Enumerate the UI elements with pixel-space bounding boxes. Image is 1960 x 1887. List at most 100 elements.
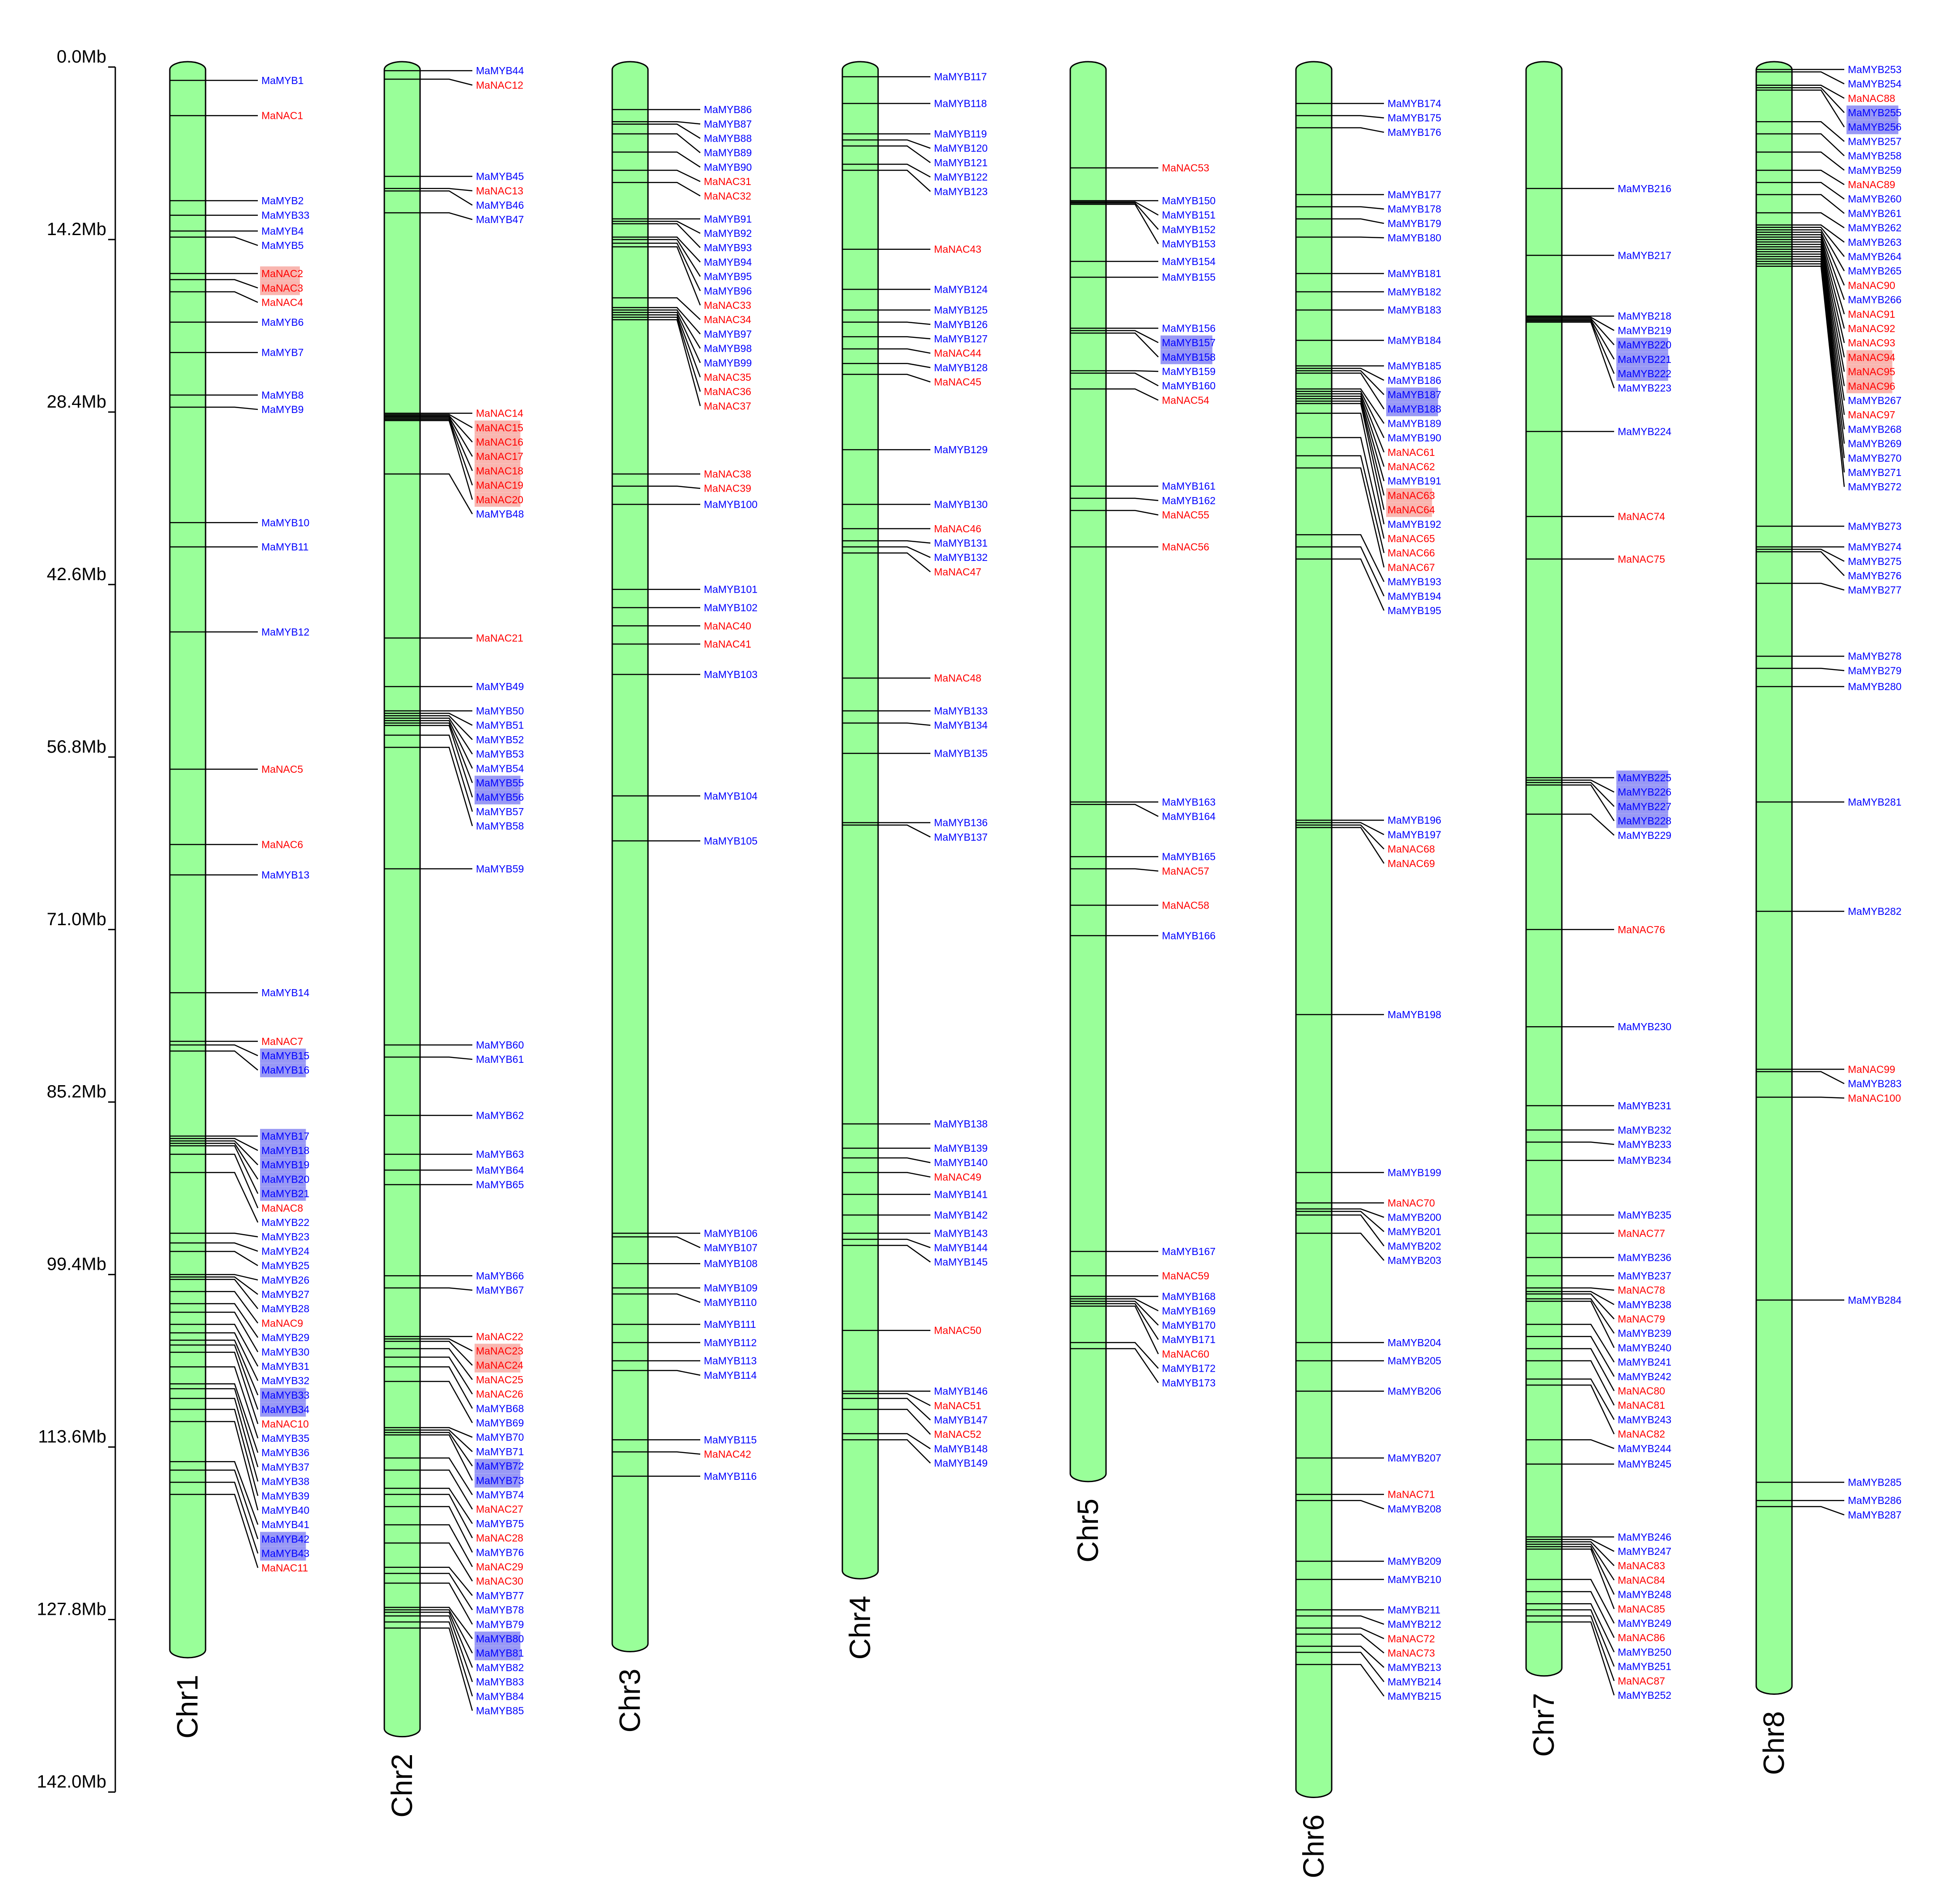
nac-gene-label: MaNAC93 — [1848, 337, 1895, 349]
nac-gene-label: MaNAC84 — [1618, 1574, 1665, 1586]
myb-gene-label: MaMYB43 — [261, 1548, 309, 1559]
axis-tick-label: 14.2Mb — [47, 219, 106, 239]
gene-connector — [1562, 1621, 1615, 1696]
gene-connector — [878, 1157, 931, 1163]
nac-gene-label: MaNAC16 — [476, 436, 523, 448]
gene-connector — [1562, 1141, 1615, 1145]
axis-tick-label: 99.4Mb — [47, 1255, 106, 1274]
myb-gene-label: MaMYB68 — [476, 1403, 524, 1414]
myb-gene-label: MaMYB27 — [261, 1289, 309, 1300]
nac-gene-label: MaNAC35 — [704, 371, 751, 383]
gene-connector — [648, 239, 701, 277]
myb-gene-label: MaMYB168 — [1162, 1291, 1216, 1302]
nac-gene-label: MaNAC19 — [476, 480, 523, 491]
gene-connector — [648, 242, 701, 291]
myb-gene-label: MaMYB158 — [1162, 351, 1216, 363]
gene-connector — [648, 123, 701, 139]
gene-connector — [1562, 1360, 1615, 1406]
myb-gene-label: MaMYB254 — [1848, 78, 1901, 90]
myb-gene-label: MaMYB161 — [1162, 480, 1216, 492]
gene-connector — [1332, 822, 1384, 835]
myb-gene-label: MaMYB1 — [261, 75, 304, 86]
myb-gene-label: MaMYB98 — [704, 343, 752, 354]
gene-connector — [1332, 455, 1385, 553]
myb-gene-label: MaMYB95 — [704, 271, 752, 282]
gene-connector — [1562, 1323, 1615, 1363]
myb-gene-label: MaMYB110 — [704, 1297, 757, 1308]
gene-highlight — [1616, 352, 1668, 366]
nac-gene-label: MaNAC69 — [1388, 858, 1435, 869]
myb-gene-label: MaMYB172 — [1162, 1363, 1216, 1374]
myb-gene-label: MaMYB235 — [1618, 1209, 1671, 1221]
myb-gene-label: MaMYB6 — [261, 316, 304, 328]
nac-gene-label: MaNAC25 — [476, 1374, 523, 1386]
nac-gene-label: MaNAC61 — [1388, 446, 1435, 458]
myb-gene-label: MaMYB186 — [1388, 375, 1441, 386]
gene-connector — [648, 319, 701, 406]
gene-connector — [420, 1470, 473, 1510]
myb-gene-label: MaMYB195 — [1388, 605, 1441, 616]
gene-connector — [420, 415, 473, 442]
myb-gene-label: MaMYB216 — [1618, 183, 1671, 194]
myb-gene-label: MaMYB50 — [476, 705, 524, 717]
myb-gene-label: MaMYB66 — [476, 1270, 524, 1281]
nac-gene-label: MaNAC97 — [1848, 409, 1895, 421]
nac-gene-label: MaNAC20 — [476, 494, 523, 505]
axis-tick-label: 127.8Mb — [37, 1600, 106, 1619]
myb-gene-label: MaMYB202 — [1388, 1240, 1441, 1252]
myb-gene-label: MaMYB58 — [476, 820, 524, 832]
myb-gene-label: MaMYB129 — [934, 444, 988, 455]
myb-gene-label: MaMYB176 — [1388, 126, 1441, 138]
gene-connector — [878, 164, 931, 178]
myb-gene-label: MaMYB93 — [704, 242, 752, 253]
nac-gene-label: MaNAC67 — [1388, 561, 1435, 573]
gene-highlight — [260, 1402, 306, 1417]
gene-connector — [1792, 265, 1845, 487]
myb-gene-label: MaMYB246 — [1618, 1531, 1671, 1543]
myb-gene-label: MaMYB138 — [934, 1118, 988, 1130]
gene-connector — [420, 1381, 473, 1424]
nac-gene-label: MaNAC44 — [934, 347, 981, 359]
gene-connector — [878, 722, 931, 726]
gene-connector — [206, 1251, 258, 1266]
gene-highlight — [475, 463, 521, 478]
myb-gene-label: MaMYB70 — [476, 1432, 524, 1443]
gene-connector — [206, 1388, 259, 1467]
gene-connector — [1332, 1664, 1385, 1697]
gene-connector — [1562, 1298, 1615, 1334]
myb-gene-label: MaMYB225 — [1618, 772, 1671, 783]
myb-gene-label: MaMYB33 — [261, 210, 309, 221]
myb-gene-label: MaMYB268 — [1848, 423, 1901, 435]
chromosome-bar — [169, 61, 206, 1659]
myb-gene-label: MaMYB255 — [1848, 107, 1901, 118]
gene-connector — [1562, 1293, 1615, 1319]
myb-gene-label: MaMYB128 — [934, 362, 988, 373]
myb-gene-label: MaMYB260 — [1848, 193, 1901, 205]
myb-gene-label: MaMYB71 — [476, 1446, 524, 1457]
nac-gene-label: MaNAC30 — [476, 1575, 523, 1587]
myb-gene-label: MaMYB118 — [934, 98, 987, 110]
myb-gene-label: MaMYB223 — [1618, 382, 1671, 394]
myb-gene-label: MaMYB83 — [476, 1676, 524, 1688]
nac-gene-label: MaNAC11 — [261, 1562, 308, 1574]
gene-connector — [1792, 258, 1845, 444]
myb-gene-label: MaMYB234 — [1618, 1154, 1671, 1166]
myb-gene-label: MaMYB157 — [1162, 337, 1216, 349]
nac-gene-label: MaNAC7 — [261, 1036, 303, 1047]
myb-gene-label: MaMYB227 — [1618, 800, 1671, 812]
gene-connector — [648, 121, 701, 125]
myb-gene-label: MaMYB56 — [476, 792, 524, 803]
myb-gene-label: MaMYB103 — [704, 669, 757, 680]
gene-connector — [1562, 320, 1615, 374]
gene-connector — [420, 1609, 473, 1654]
gene-highlight — [1846, 364, 1893, 379]
myb-gene-label: MaMYB72 — [476, 1460, 524, 1472]
gene-connector — [1332, 370, 1384, 395]
gene-connector — [1792, 244, 1845, 358]
gene-connector — [648, 1293, 701, 1303]
gene-connector — [420, 1429, 473, 1452]
gene-connector — [648, 1236, 701, 1248]
myb-gene-label: MaMYB91 — [704, 213, 752, 225]
myb-gene-label: MaMYB287 — [1848, 1509, 1901, 1521]
gene-highlight — [260, 1532, 306, 1546]
